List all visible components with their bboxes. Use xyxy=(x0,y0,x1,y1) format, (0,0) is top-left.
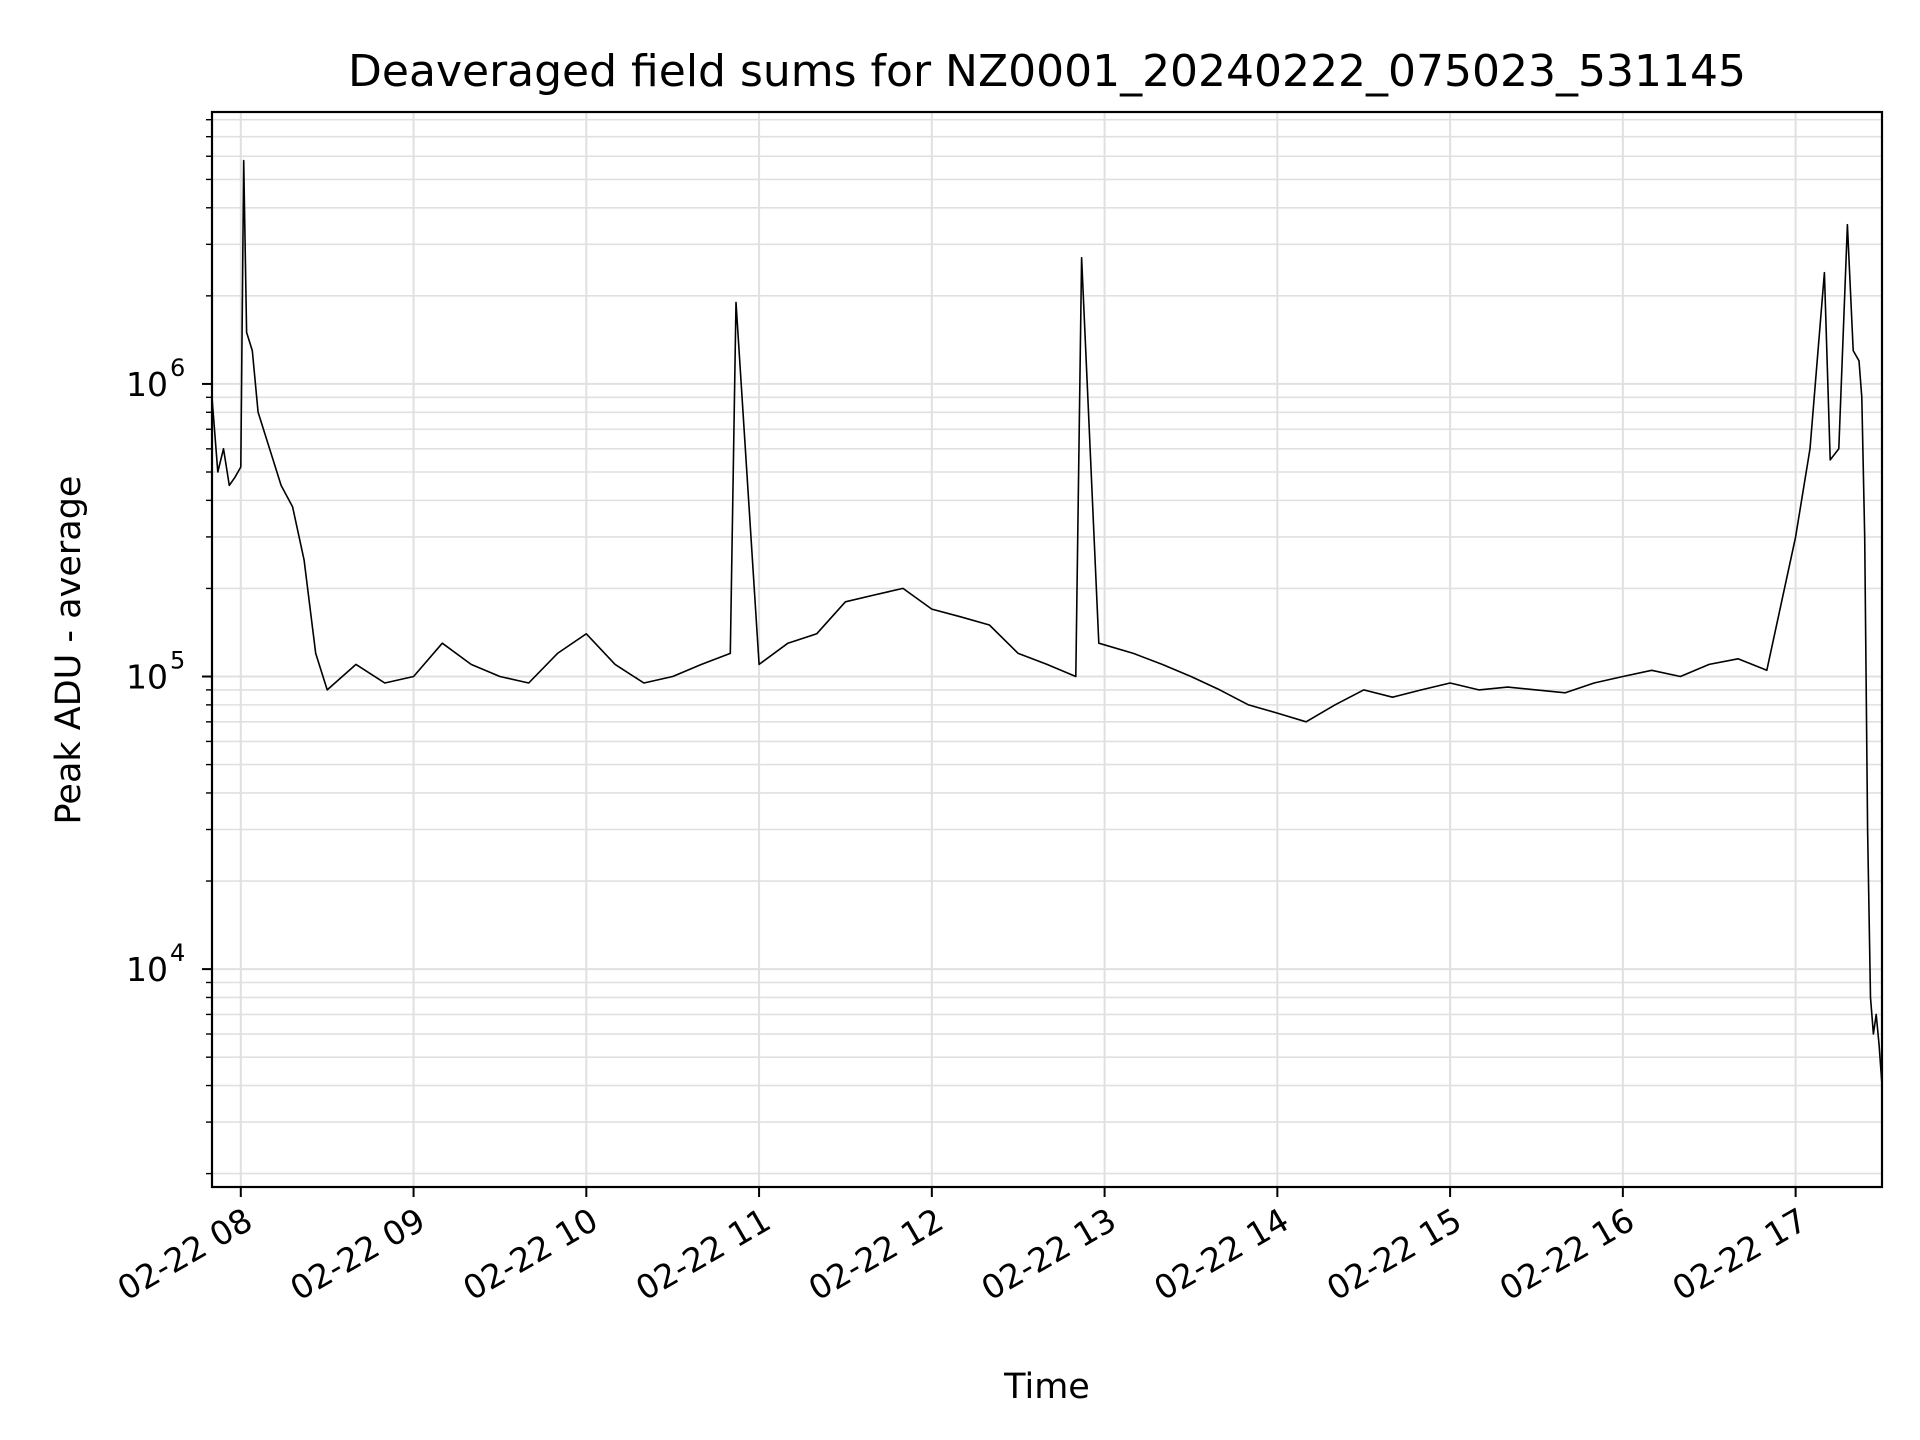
x-tick-label: 02-22 16 xyxy=(1493,1200,1641,1308)
x-tick-label: 02-22 15 xyxy=(1320,1200,1468,1308)
y-tick-exponent: 5 xyxy=(170,647,185,675)
x-tick-label: 02-22 17 xyxy=(1666,1200,1814,1308)
plot-frame xyxy=(210,110,1884,1189)
y-tick-exponent: 4 xyxy=(170,939,185,967)
grid-lines xyxy=(212,112,1882,1187)
x-tick-label: 02-22 13 xyxy=(975,1200,1123,1308)
y-axis-label: Peak ADU - average xyxy=(49,476,89,825)
x-tick-label: 02-22 11 xyxy=(629,1200,777,1308)
x-tick-label: 02-22 10 xyxy=(456,1200,604,1308)
y-tick-label: 10 xyxy=(126,658,168,697)
chart-title: Deaveraged field sums for NZ0001_2024022… xyxy=(348,46,1746,97)
x-axis: 02-22 08 02-22 09 02-22 10 02-22 11 02-22 12… xyxy=(111,1187,1814,1308)
x-tick-label: 02-22 12 xyxy=(802,1200,950,1308)
x-tick-label: 02-22 09 xyxy=(284,1200,432,1308)
y-tick-exponent: 6 xyxy=(170,354,185,382)
y-tick-label: 10 xyxy=(126,365,168,404)
data-series-line xyxy=(211,159,1883,1086)
x-tick-label: 02-22 14 xyxy=(1147,1200,1295,1308)
x-axis-label: Time xyxy=(1003,1367,1090,1407)
x-tick-label: 02-22 08 xyxy=(111,1200,259,1308)
y-tick-label: 10 xyxy=(126,950,168,989)
